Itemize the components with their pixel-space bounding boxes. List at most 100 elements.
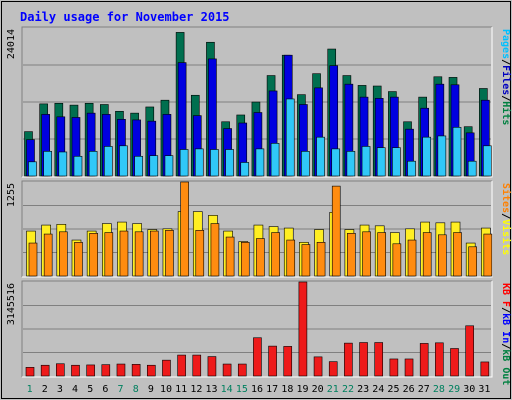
bar-pages-day-3 [58,151,68,177]
plot-bevel-dark [21,180,492,277]
bar-kbytes-day-29 [450,348,459,377]
bar-kbytes-day-31 [480,361,490,377]
day-label-6: 6 [102,384,108,395]
bar-pages-day-23 [361,146,371,177]
plot-bevel-dark [21,280,492,377]
bar-pages-day-8 [134,155,143,177]
legend-entry: / [500,343,511,349]
bar-sites-day-19 [301,244,311,277]
legend-entry: Sites [500,183,512,213]
bar-kbytes-day-14 [222,363,232,377]
legend: Pages/Files/Hits [500,29,512,125]
bar-sites-day-14 [225,236,235,277]
day-label-8: 8 [133,384,139,395]
bar-pages-day-21 [331,148,341,177]
bar-sites-day-5 [89,233,98,277]
bar-kbytes-day-6 [101,364,111,377]
bar-sites-day-4 [74,241,83,277]
day-label-20: 20 [312,384,324,395]
bar-pages-day-16 [255,148,265,177]
legend-entry: KB F [500,283,511,307]
bar-sites-day-2 [43,233,53,277]
day-label-1: 1 [27,384,33,395]
bar-pages-day-28 [437,135,447,177]
day-label-26: 26 [403,384,415,395]
bar-sites-day-24 [377,232,387,277]
day-label-18: 18 [281,384,293,395]
bar-pages-day-25 [392,147,401,177]
bar-kbytes-day-28 [435,342,444,377]
day-label-7: 7 [118,384,124,395]
bar-pages-day-30 [467,160,477,177]
day-label-28: 28 [433,384,445,395]
bar-sites-day-1 [28,242,38,277]
bar-kbytes-day-22 [344,342,353,377]
bar-pages-day-22 [346,151,356,177]
bar-kbytes-day-21 [328,361,338,377]
bar-kbytes-day-24 [374,342,384,377]
bar-sites-day-9 [149,230,159,277]
bar-pages-day-1 [28,161,37,177]
bar-sites-day-18 [286,239,296,277]
bar-kbytes-day-20 [313,356,323,377]
bar-pages-day-19 [301,151,310,177]
bar-sites-day-15 [240,241,250,277]
legend-entry: kB In [500,313,511,343]
chart-title: Daily usage for November 2015 [20,10,230,24]
bar-sites-day-16 [256,238,265,277]
bar-kbytes-day-3 [56,363,65,377]
bar-kbytes-day-23 [359,342,368,377]
day-label-30: 30 [463,384,475,395]
bar-pages-day-29 [452,127,462,177]
bar-sites-day-8 [134,231,144,277]
day-label-9: 9 [148,384,154,395]
day-label-2: 2 [42,384,48,395]
bar-sites-day-10 [165,230,174,277]
day-label-12: 12 [190,384,202,395]
day-label-29: 29 [448,384,460,395]
bar-pages-day-17 [270,143,280,177]
day-label-31: 31 [478,384,490,395]
bar-kbytes-day-9 [146,364,156,377]
panel-kbytes: 3145516 KB F/kB In/kB Out [6,280,511,385]
series-sites [28,181,493,277]
bar-kbytes-day-5 [86,364,95,377]
day-label-22: 22 [342,384,354,395]
bar-kbytes-day-17 [268,345,277,377]
day-label-13: 13 [205,384,217,395]
day-label-5: 5 [87,384,93,395]
bar-sites-day-23 [362,231,371,277]
bar-kbytes-day-19 [298,281,308,377]
bar-sites-day-12 [195,230,205,277]
plot-bevel-light [22,181,493,278]
bar-kbytes-day-1 [25,367,35,377]
day-label-10: 10 [160,384,172,395]
bar-sites-day-20 [316,241,326,277]
plot-bevel-dark [21,26,492,177]
bar-kbytes-day-18 [283,346,293,377]
panel-visits-sites: 1255 Sites/Visits [6,180,512,278]
legend-entry: / [500,95,511,101]
bar-kbytes-day-13 [207,356,217,377]
bar-sites-day-11 [180,181,189,277]
day-label-23: 23 [357,384,369,395]
axis-max-label: 24014 [6,29,17,59]
bar-pages-day-26 [407,160,416,177]
bar-sites-day-29 [453,232,462,277]
series-kbytes [25,281,490,377]
bar-kbytes-day-30 [465,325,474,377]
day-label-17: 17 [266,384,278,395]
legend-entry: Pages [500,29,511,59]
bar-sites-day-30 [468,246,477,277]
panel-hits-files-pages: 24014 Pages/Files/Hits [6,26,512,178]
bar-pages-day-6 [104,146,113,177]
legend-entry: kB Out [500,349,511,385]
bar-pages-day-13 [210,149,219,177]
bar-kbytes-day-8 [131,364,141,377]
legend: Sites/Visits [500,183,512,255]
bar-sites-day-22 [347,233,356,277]
bar-sites-day-27 [422,232,432,277]
